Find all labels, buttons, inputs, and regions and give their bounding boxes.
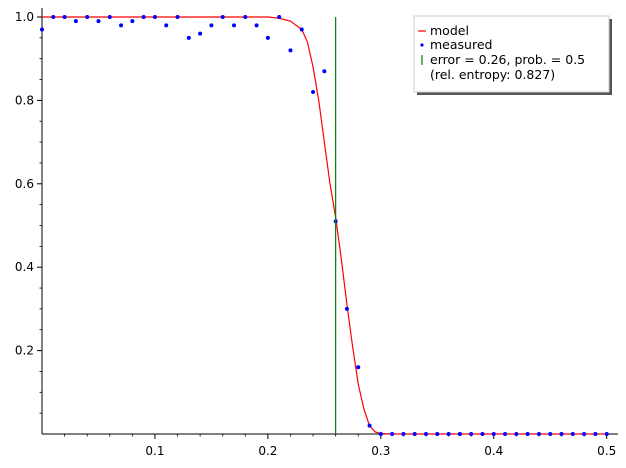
measured-point — [401, 432, 406, 436]
measured-point — [548, 432, 553, 436]
x-tick-label: 0.4 — [484, 444, 503, 458]
measured-point — [198, 31, 203, 36]
measured-point — [604, 432, 609, 436]
measured-point — [299, 27, 304, 32]
measured-point — [62, 15, 67, 19]
legend-threshold-label-1: error = 0.26, prob. = 0.5 — [430, 52, 585, 67]
measured-point — [254, 23, 259, 28]
y-tick-label: 0.6 — [15, 177, 34, 191]
measured-point — [152, 15, 157, 19]
legend-box — [413, 15, 610, 93]
measured-point — [322, 69, 327, 74]
measured-point — [344, 306, 349, 311]
measured-point — [243, 15, 248, 19]
measured-point — [175, 15, 180, 19]
measured-point — [559, 432, 564, 436]
x-tick-label: 0.2 — [258, 444, 277, 458]
measured-point — [107, 15, 112, 19]
y-tick-label: 0.4 — [15, 260, 34, 274]
measured-point — [582, 432, 587, 436]
measured-point — [73, 19, 78, 24]
measured-point — [536, 432, 541, 436]
measured-point — [311, 90, 316, 95]
measured-point — [457, 432, 462, 436]
measured-point — [164, 23, 169, 28]
measured-point — [570, 432, 575, 436]
x-tick-label: 0.5 — [597, 444, 616, 458]
legend-measured-label: measured — [430, 37, 492, 52]
measured-point — [378, 432, 383, 436]
measured-point — [435, 432, 440, 436]
measured-point — [220, 15, 225, 19]
measured-point — [480, 432, 485, 436]
measured-point — [525, 432, 530, 436]
legend-measured-swatch — [420, 43, 424, 47]
measured-point — [593, 432, 598, 436]
measured-point — [130, 19, 135, 24]
model-line — [42, 16, 607, 435]
measured-point — [446, 432, 451, 436]
measured-point — [367, 423, 372, 428]
measured-point — [119, 23, 124, 28]
measured-point — [412, 432, 417, 436]
measured-point — [186, 35, 191, 40]
legend-model-label: model — [430, 23, 469, 38]
model-series — [42, 16, 607, 435]
measured-point — [491, 432, 496, 436]
measured-point — [503, 432, 508, 436]
measured-point — [424, 432, 428, 436]
measured-point — [356, 365, 361, 370]
measured-point — [390, 432, 395, 436]
measured-point — [85, 15, 90, 19]
legend-threshold-label-2: (rel. entropy: 0.827) — [430, 67, 555, 82]
x-tick-label: 0.1 — [145, 444, 164, 458]
measured-point — [51, 15, 56, 19]
y-tick-label: 0.2 — [15, 344, 34, 358]
measured-series — [40, 15, 609, 436]
y-tick-label: 1.0 — [15, 10, 34, 24]
measured-point — [40, 27, 44, 32]
measured-point — [469, 432, 474, 436]
legend: model measured error = 0.26, prob. = 0.5… — [413, 15, 612, 95]
measured-point — [265, 35, 270, 40]
measured-point — [141, 15, 146, 19]
measured-point — [288, 48, 293, 53]
measured-point — [232, 23, 236, 28]
measured-point — [96, 19, 101, 24]
measured-point — [514, 432, 519, 436]
x-tick-label: 0.3 — [371, 444, 390, 458]
measured-point — [277, 15, 282, 19]
y-tick-label: 0.8 — [15, 93, 34, 107]
measured-point — [209, 23, 214, 28]
